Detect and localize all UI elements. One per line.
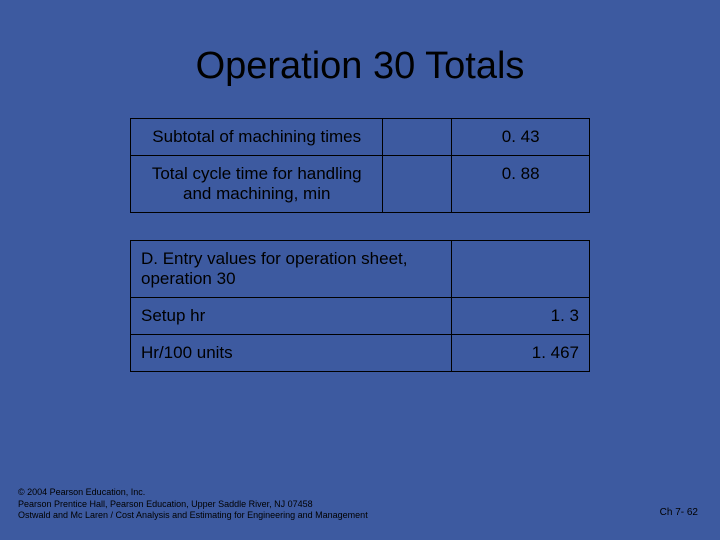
row-value: 1. 3	[452, 298, 590, 335]
table-container: Subtotal of machining times 0. 43 Total …	[130, 118, 590, 372]
table-row: Subtotal of machining times 0. 43	[131, 119, 590, 156]
footer-copyright: © 2004 Pearson Education, Inc. Pearson P…	[18, 487, 368, 522]
row-value: 1. 467	[452, 335, 590, 372]
section-header-row: D. Entry values for operation sheet, ope…	[131, 241, 590, 298]
table-row: Total cycle time for handling and machin…	[131, 156, 590, 213]
gap-row	[131, 213, 590, 241]
row-label: Subtotal of machining times	[131, 119, 383, 156]
row-label: Total cycle time for handling and machin…	[131, 156, 383, 213]
footer-line: Ostwald and Mc Laren / Cost Analysis and…	[18, 510, 368, 522]
row-value: 0. 43	[452, 119, 590, 156]
table-row: Hr/100 units 1. 467	[131, 335, 590, 372]
row-label: Hr/100 units	[131, 335, 452, 372]
footer-line: © 2004 Pearson Education, Inc.	[18, 487, 368, 499]
row-spacer	[383, 156, 452, 213]
row-spacer	[383, 119, 452, 156]
row-label: Setup hr	[131, 298, 452, 335]
slide-title: Operation 30 Totals	[0, 0, 720, 118]
section-header-label: D. Entry values for operation sheet, ope…	[131, 241, 452, 298]
page-reference: Ch 7- 62	[660, 507, 698, 518]
section-header-empty	[452, 241, 590, 298]
row-value: 0. 88	[452, 156, 590, 213]
table-row: Setup hr 1. 3	[131, 298, 590, 335]
totals-table: Subtotal of machining times 0. 43 Total …	[130, 118, 590, 372]
footer-line: Pearson Prentice Hall, Pearson Education…	[18, 499, 368, 511]
